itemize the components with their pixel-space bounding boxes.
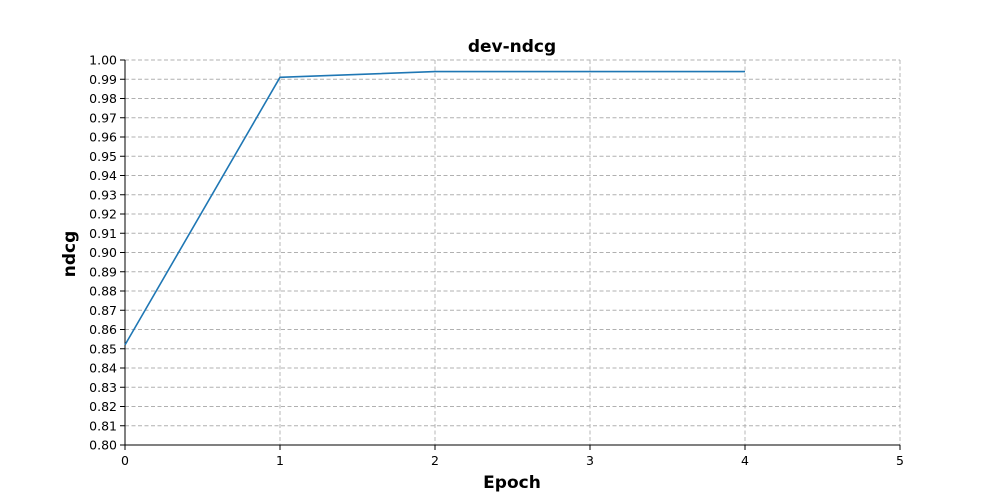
y-tick-label: 0.98: [89, 91, 117, 106]
y-tick-label: 1.00: [89, 53, 117, 68]
y-tick-label: 0.99: [89, 72, 117, 87]
y-tick-label: 0.87: [89, 303, 117, 318]
y-tick-label: 0.84: [89, 361, 117, 376]
y-tick-label: 0.95: [89, 149, 117, 164]
grid-layer: [124, 59, 901, 446]
x-tick-label: 0: [121, 453, 129, 468]
y-tick-label: 0.93: [89, 187, 117, 202]
y-tick-label: 0.92: [89, 207, 117, 222]
x-tick-label: 5: [896, 453, 904, 468]
ticks-layer: 0 1 2 3 4 5 0.80 0.81 0.82 0.83 0.84 0.85 0.86 0.87 0.…: [89, 53, 904, 469]
y-tick-label: 0.89: [89, 264, 117, 279]
y-tick-label: 0.90: [89, 245, 117, 260]
y-tick-label: 0.94: [89, 168, 117, 183]
x-axis-label: Epoch: [483, 473, 541, 493]
y-tick-label: 0.97: [89, 110, 117, 125]
x-tick-label: 4: [741, 453, 749, 468]
y-tick-label: 0.86: [89, 322, 117, 337]
x-tick-label: 3: [586, 453, 594, 468]
x-tick-label: 2: [431, 453, 439, 468]
y-tick-label: 0.80: [89, 438, 117, 453]
y-tick-label: 0.81: [89, 418, 117, 433]
x-tick-label: 1: [276, 453, 284, 468]
chart-title: dev-ndcg: [468, 37, 556, 57]
y-tick-label: 0.91: [89, 226, 117, 241]
y-tick-label: 0.88: [89, 284, 117, 299]
y-tick-label: 0.85: [89, 341, 117, 356]
y-tick-label: 0.83: [89, 380, 117, 395]
series-layer: [124, 70, 746, 346]
y-axis-label: ndcg: [60, 231, 80, 278]
y-tick-label: 0.82: [89, 399, 117, 414]
y-tick-label: 0.96: [89, 130, 117, 145]
